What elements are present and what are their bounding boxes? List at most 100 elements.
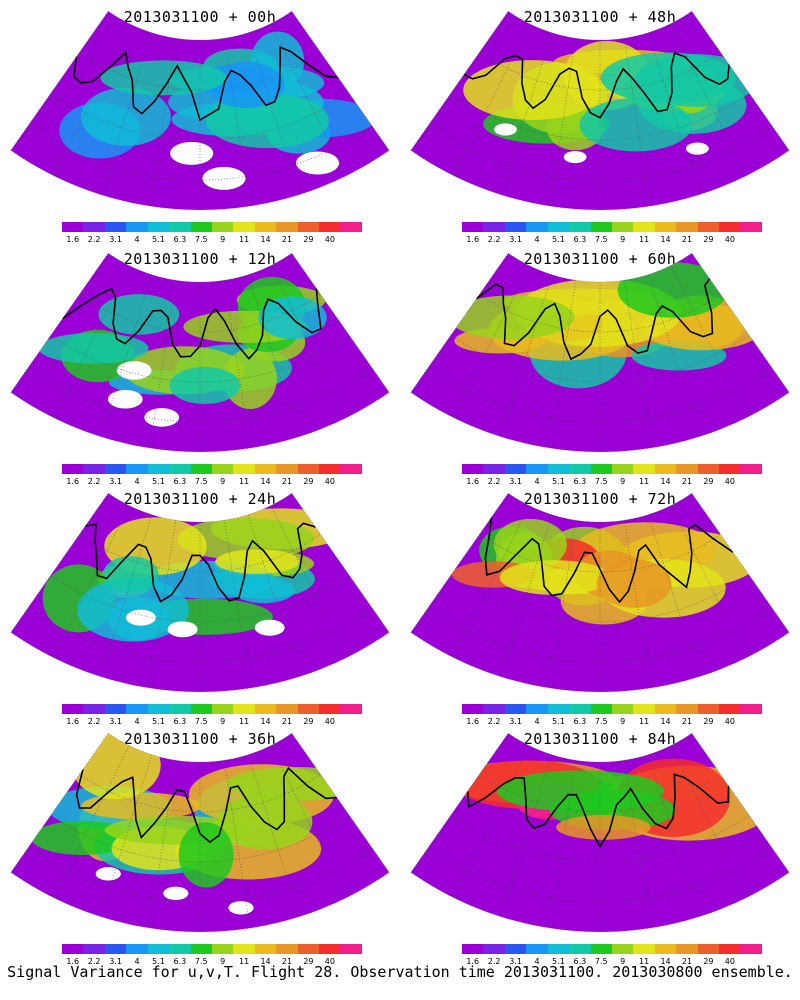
- variance-blob: [215, 549, 300, 574]
- colorbar-tick-label: 4: [534, 957, 540, 966]
- map-panel: 2013031100 + 72h 1.6 2.2 3.1 4 5.1 6.3 7.5 9 11 14…: [400, 482, 800, 727]
- coastline: [475, 278, 714, 361]
- colorbar-tick-label: 2.2: [487, 957, 501, 966]
- colorbar-tick-label: 29: [303, 477, 314, 486]
- colorbar-tick-label: 4: [534, 477, 540, 486]
- map-panel: 2013031100 + 84h 1.6 2.2 3.1 4 5.1 6.3 7.5 9 11 14…: [400, 722, 800, 967]
- longitude-line: [149, 280, 176, 449]
- colorbar-swatch: [676, 704, 698, 714]
- colorbar-tick-label: 21: [681, 235, 693, 244]
- latitude-line: [27, 847, 373, 903]
- low-variance-gap: [163, 886, 189, 901]
- panel-title: 2013031100 + 72h: [523, 490, 677, 508]
- longitude-line: [500, 32, 553, 195]
- map-outline: [10, 732, 390, 933]
- longitude-line: [453, 23, 530, 177]
- colorbar-swatch: [590, 222, 612, 232]
- colorbar-tick-label: 3.1: [509, 717, 522, 726]
- colorbar-swatch: [104, 704, 127, 714]
- colorbar-swatch: [211, 464, 234, 474]
- colorbar-tick-label: 7.5: [194, 235, 208, 244]
- colorbar-tick-label: 29: [703, 717, 714, 726]
- longitude-line: [247, 514, 300, 677]
- longitude-line: [270, 265, 347, 419]
- longitude-line: [500, 274, 553, 437]
- colorbar-swatch: [719, 222, 741, 232]
- panel-title: 2013031100 + 60h: [523, 250, 677, 268]
- longitude-line: [670, 265, 747, 419]
- colorbar-swatch: [169, 222, 191, 232]
- longitude-line: [549, 760, 576, 929]
- longitude-line: [149, 520, 176, 689]
- map-outline: [10, 252, 390, 453]
- colorbar-swatch: [526, 464, 548, 474]
- colorbar-swatch: [104, 464, 127, 474]
- longitude-line: [549, 38, 576, 207]
- colorbar-swatch: [83, 704, 105, 714]
- colorbar-swatch: [169, 464, 191, 474]
- colorbar-tick-label: 11: [639, 957, 650, 966]
- colorbar-labels: 1.6 2.2 3.1 4 5.1 6.3 7.5 9 11 14 21 29 40: [62, 717, 362, 727]
- colorbar-tick-label: 14: [660, 717, 671, 726]
- variance-blob: [617, 262, 729, 318]
- colorbar-tick-label: 21: [681, 477, 693, 486]
- colorbar-swatch: [654, 704, 677, 714]
- colorbar-swatch: [462, 704, 484, 714]
- colorbar-labels: 1.6 2.2 3.1 4 5.1 6.3 7.5 9 11 14 21 29 40: [462, 477, 762, 487]
- latitude-line: [450, 92, 750, 141]
- colorbar-tick-label: 6.3: [173, 957, 187, 966]
- longitude-line: [647, 754, 700, 917]
- colorbar-labels: 1.6 2.2 3.1 4 5.1 6.3 7.5 9 11 14 21 29 40: [62, 235, 362, 245]
- colorbar-tick-label: 40: [324, 235, 335, 244]
- panel-title: 2013031100 + 12h: [123, 250, 277, 268]
- colorbar: [62, 464, 362, 476]
- colorbar-swatch: [547, 464, 570, 474]
- longitude-line: [670, 745, 747, 899]
- colorbar-swatch: [147, 944, 170, 954]
- colorbar-tick-label: 5.1: [152, 717, 165, 726]
- colorbar-swatch: [590, 704, 612, 714]
- colorbar-swatch: [233, 464, 255, 474]
- colorbar-tick-label: 9: [620, 235, 626, 244]
- panel-title: 2013031100 + 48h: [523, 8, 677, 26]
- colorbar-swatch: [547, 222, 570, 232]
- colorbar-swatch: [719, 704, 741, 714]
- colorbar-swatch: [104, 944, 127, 954]
- low-variance-gap: [107, 389, 143, 409]
- colorbar-swatch: [697, 704, 720, 714]
- colorbar-tick-label: 14: [660, 235, 671, 244]
- colorbar-tick-label: 6.3: [173, 235, 187, 244]
- longitude-line: [500, 514, 553, 677]
- colorbar-swatch: [233, 704, 255, 714]
- colorbar: [62, 704, 362, 716]
- variance-map: [10, 732, 390, 933]
- colorbar-swatch: [147, 704, 170, 714]
- colorbar-swatch: [633, 222, 655, 232]
- colorbar-swatch: [483, 464, 505, 474]
- colorbar-tick-label: 5.1: [552, 235, 565, 244]
- colorbar-tick-label: 4: [134, 717, 140, 726]
- colorbar-tick-label: 11: [639, 477, 650, 486]
- colorbar-swatch: [126, 464, 148, 474]
- colorbar-tick-label: 11: [639, 235, 650, 244]
- variance-map: [410, 10, 790, 211]
- colorbar-tick-label: 9: [220, 717, 226, 726]
- latitude-line: [50, 92, 350, 141]
- low-variance-gap: [296, 151, 340, 175]
- colorbar-tick-label: 1.6: [466, 477, 480, 486]
- colorbar-swatch: [147, 464, 170, 474]
- coastline: [463, 51, 730, 119]
- colorbar-swatch: [62, 464, 84, 474]
- colorbar-tick-label: 1.6: [466, 957, 480, 966]
- colorbar-tick-label: 14: [660, 957, 671, 966]
- colorbar-tick-label: 3.1: [109, 235, 122, 244]
- colorbar-tick-label: 11: [239, 717, 250, 726]
- variance-blob: [98, 294, 180, 335]
- colorbar-tick-label: 29: [303, 717, 314, 726]
- colorbar-swatch: [233, 222, 255, 232]
- colorbar-labels: 1.6 2.2 3.1 4 5.1 6.3 7.5 9 11 14 21 29 40: [62, 957, 362, 967]
- colorbar-swatch: [740, 944, 762, 954]
- colorbar-tick-label: 2.2: [87, 957, 101, 966]
- colorbar-swatch: [233, 944, 255, 954]
- variance-blob: [600, 52, 736, 104]
